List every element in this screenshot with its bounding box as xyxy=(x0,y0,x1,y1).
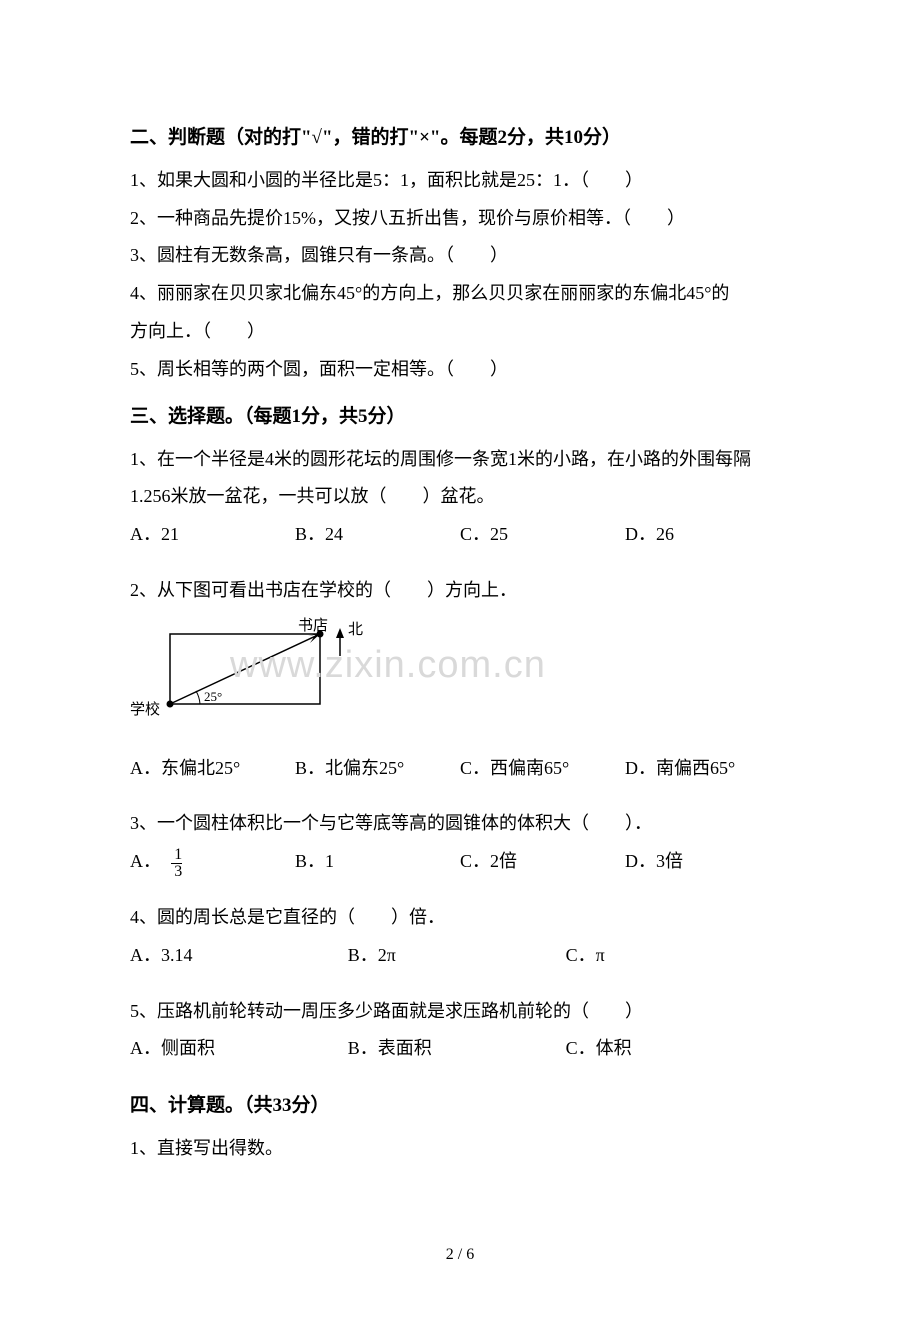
s3-q3-a-prefix: A． xyxy=(130,843,171,881)
s3-q5: 5、压路机前轮转动一周压多少路面就是求压路机前轮的（ ） xyxy=(130,993,790,1031)
s2-q2: 2、一种商品先提价15%，又按八五折出售，现价与原价相等．（ ） xyxy=(130,200,790,238)
section2-title: 二、判断题（对的打"√"，错的打"×"。每题2分，共10分） xyxy=(130,118,790,158)
s2-q4-line2: 方向上．（ ） xyxy=(130,313,790,351)
s3-q2-options: A．东偏北25° B．北偏东25° C．西偏南65° D．南偏西65° xyxy=(130,750,790,788)
s3-q1-opt-a: A．21 xyxy=(130,516,295,554)
s2-q3: 3、圆柱有无数条高，圆锥只有一条高。（ ） xyxy=(130,237,790,275)
s3-q5-opt-c: C．体积 xyxy=(566,1030,784,1068)
s3-q3-opt-a: A．13 xyxy=(130,843,295,881)
label-bookstore: 书店 xyxy=(298,617,328,634)
page-number: 2 / 6 xyxy=(130,1238,790,1272)
s3-q5-options: A．侧面积 B．表面积 C．体积 xyxy=(130,1030,790,1068)
label-angle: 25° xyxy=(204,689,222,704)
s3-q4: 4、圆的周长总是它直径的（ ）倍． xyxy=(130,899,790,937)
s3-q1-line1: 1、在一个半径是4米的圆形花坛的周围修一条宽1米的小路，在小路的外围每隔 xyxy=(130,441,790,479)
s3-q1-line2: 1.256米放一盆花，一共可以放（ ）盆花。 xyxy=(130,478,790,516)
s3-q2-opt-a: A．东偏北25° xyxy=(130,750,295,788)
section3-title: 三、选择题。（每题1分，共5分） xyxy=(130,397,790,437)
s3-q1-opt-d: D．26 xyxy=(625,516,790,554)
s4-q1: 1、直接写出得数。 xyxy=(130,1130,790,1168)
s3-q3-opt-b: B．1 xyxy=(295,843,460,881)
s3-q3: 3、一个圆柱体积比一个与它等底等高的圆锥体的体积大（ ）． xyxy=(130,805,790,843)
section4-title: 四、计算题。（共33分） xyxy=(130,1086,790,1126)
direction-diagram-svg: 书店 北 学校 25° xyxy=(130,616,390,726)
s3-q4-opt-c: C．π xyxy=(566,937,784,975)
s3-q3-opt-d: D．3倍 xyxy=(625,843,790,881)
s3-q4-opt-a: A．3.14 xyxy=(130,937,348,975)
s3-q3-opt-c: C．2倍 xyxy=(460,843,625,881)
label-school: 学校 xyxy=(130,701,160,718)
s3-q2-opt-d: D．南偏西65° xyxy=(625,750,790,788)
fraction-one-third: 13 xyxy=(171,847,212,880)
s2-q1: 1、如果大圆和小圆的半径比是5：1，面积比就是25：1．（ ） xyxy=(130,162,790,200)
s3-q1-options: A．21 B．24 C．25 D．26 xyxy=(130,516,790,554)
frac-num: 1 xyxy=(171,847,181,864)
s3-q5-opt-b: B．表面积 xyxy=(348,1030,566,1068)
s3-q2-opt-c: C．西偏南65° xyxy=(460,750,625,788)
s3-q2-opt-b: B．北偏东25° xyxy=(295,750,460,788)
s2-q5: 5、周长相等的两个圆，面积一定相等。（ ） xyxy=(130,351,790,389)
s3-q1-opt-c: C．25 xyxy=(460,516,625,554)
s3-q2: 2、从下图可看出书店在学校的（ ）方向上． xyxy=(130,572,790,610)
s3-q3-options: A．13 B．1 C．2倍 D．3倍 xyxy=(130,843,790,881)
s2-q4-line1: 4、丽丽家在贝贝家北偏东45°的方向上，那么贝贝家在丽丽家的东偏北45°的 xyxy=(130,275,790,313)
s3-q1-opt-b: B．24 xyxy=(295,516,460,554)
s3-q2-diagram: www.zixin.com.cn 书店 北 学校 25° xyxy=(130,616,790,740)
label-north: 北 xyxy=(348,621,363,638)
frac-den: 3 xyxy=(171,864,181,880)
s3-q4-options: A．3.14 B．2π C．π xyxy=(130,937,790,975)
s3-q5-opt-a: A．侧面积 xyxy=(130,1030,348,1068)
s3-q4-opt-b: B．2π xyxy=(348,937,566,975)
